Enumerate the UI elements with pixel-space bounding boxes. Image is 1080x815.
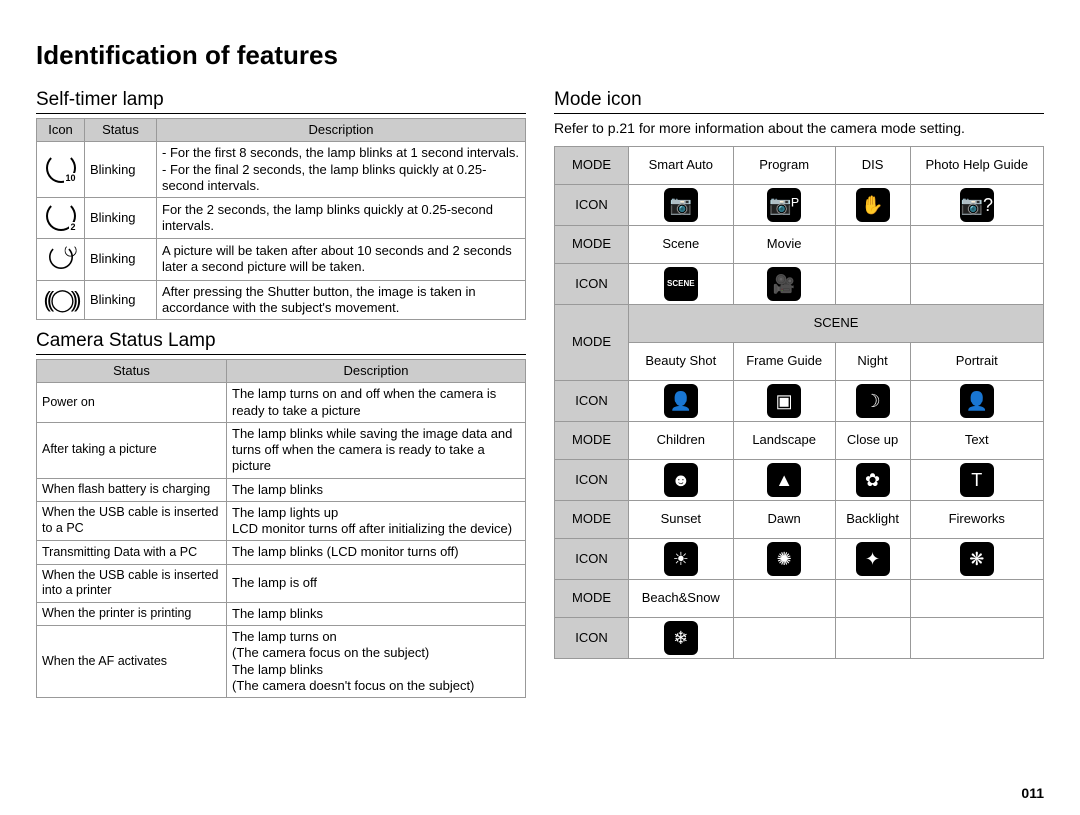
table-row: After taking a pictureThe lamp blinks wh… [37,422,526,478]
text-icon: T [960,463,994,497]
col-status: Status [37,360,227,383]
beauty-shot-icon: 👤 [664,384,698,418]
table-row: MODE Scene Movie [555,226,1044,264]
left-column: Self-timer lamp Icon Status Description … [36,89,526,698]
mode-icon-table: MODE Smart Auto Program DIS Photo Help G… [554,146,1044,659]
timer-10-icon: 10 [46,153,76,183]
landscape-icon: ▲ [767,463,801,497]
page-title: Identification of features [36,40,1044,71]
page-number: 011 [1021,785,1044,801]
table-row: MODE Children Landscape Close up Text [555,422,1044,460]
dis-icon: ✋ [856,188,890,222]
table-row: ((◯)) Blinking After pressing the Shutte… [37,280,526,320]
table-row: Transmitting Data with a PCThe lamp blin… [37,541,526,564]
self-timer-table: Icon Status Description 10 Blinking - Fo… [36,118,526,320]
content-columns: Self-timer lamp Icon Status Description … [36,89,1044,698]
table-row: ICON SCENE 🎥 [555,264,1044,305]
table-row: MODE Sunset Dawn Backlight Fireworks [555,501,1044,539]
right-column: Mode icon Refer to p.21 for more informa… [554,89,1044,698]
timer-double-icon [49,245,73,269]
smart-auto-icon: 📷 [664,188,698,222]
table-row: ICON 📷 📷ᴾ ✋ 📷? [555,185,1044,226]
closeup-icon: ✿ [856,463,890,497]
desc: After pressing the Shutter button, the i… [157,280,526,320]
table-row: MODE Beach&Snow [555,580,1044,618]
program-icon: 📷ᴾ [767,188,801,222]
desc: - For the first 8 seconds, the lamp blin… [157,142,526,198]
table-row: Blinking A picture will be taken after a… [37,239,526,280]
desc: A picture will be taken after about 10 s… [157,239,526,280]
table-row: ICON ❄ [555,618,1044,659]
col-status: Status [85,119,157,142]
table-row: 2 Blinking For the 2 seconds, the lamp b… [37,198,526,239]
status: Blinking [85,198,157,239]
timer-2-icon: 2 [46,201,76,231]
col-icon: Icon [37,119,85,142]
night-icon: ☽ [856,384,890,418]
photo-help-icon: 📷? [960,188,994,222]
table-row: When the USB cable is inserted to a PCTh… [37,501,526,541]
timer-motion-icon: ((◯)) [44,287,78,312]
portrait-icon: 👤 [960,384,994,418]
dawn-icon: ✺ [767,542,801,576]
table-row: 10 Blinking - For the first 8 seconds, t… [37,142,526,198]
table-row: When the printer is printingThe lamp bli… [37,602,526,625]
col-desc: Description [157,119,526,142]
scene-header: SCENE [629,305,1044,343]
table-row: MODE SCENE [555,305,1044,343]
self-timer-heading: Self-timer lamp [36,89,526,114]
status: Blinking [85,239,157,280]
children-icon: ☻ [664,463,698,497]
status: Blinking [85,142,157,198]
table-row: ICON 👤 ▣ ☽ 👤 [555,381,1044,422]
table-row: Power onThe lamp turns on and off when t… [37,383,526,423]
camera-status-heading: Camera Status Lamp [36,330,526,355]
table-row: Beauty Shot Frame Guide Night Portrait [555,343,1044,381]
table-row: When flash battery is chargingThe lamp b… [37,478,526,501]
frame-guide-icon: ▣ [767,384,801,418]
movie-icon: 🎥 [767,267,801,301]
desc: For the 2 seconds, the lamp blinks quick… [157,198,526,239]
mode-icon-heading: Mode icon [554,89,1044,114]
table-row: MODE Smart Auto Program DIS Photo Help G… [555,147,1044,185]
table-row: ICON ☻ ▲ ✿ T [555,460,1044,501]
scene-icon: SCENE [664,267,698,301]
sunset-icon: ☀ [664,542,698,576]
table-row: When the USB cable is inserted into a pr… [37,564,526,602]
status: Blinking [85,280,157,320]
beachsnow-icon: ❄ [664,621,698,655]
table-row: When the AF activatesThe lamp turns on (… [37,626,526,698]
camera-status-table: Status Description Power onThe lamp turn… [36,359,526,698]
table-row: ICON ☀ ✺ ✦ ❋ [555,539,1044,580]
backlight-icon: ✦ [856,542,890,576]
col-desc: Description [227,360,526,383]
mode-icon-note: Refer to p.21 for more information about… [554,120,1044,136]
fireworks-icon: ❋ [960,542,994,576]
